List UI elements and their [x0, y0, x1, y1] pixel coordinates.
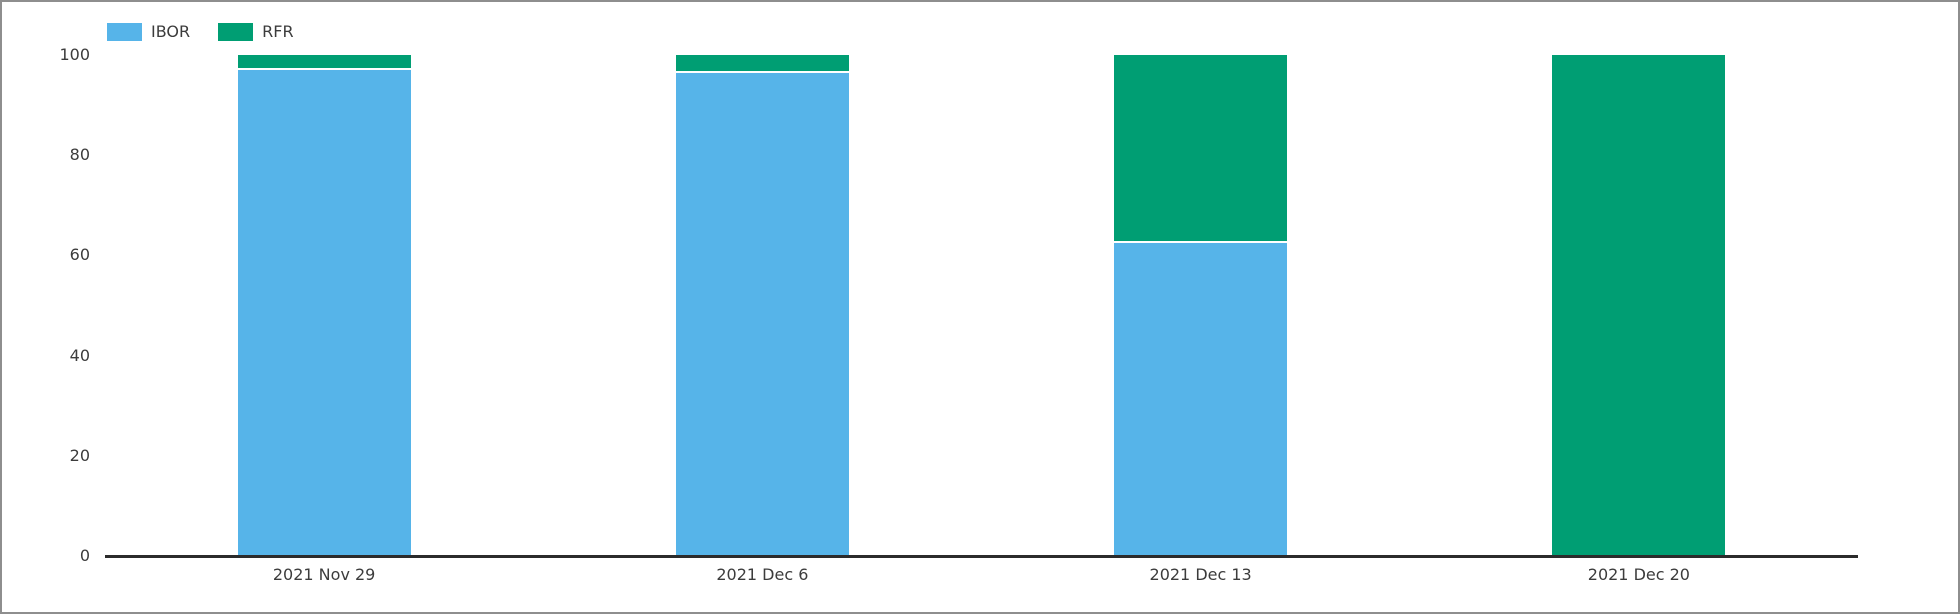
y-tick-label-40: 40 — [69, 345, 90, 365]
legend-item-rfr[interactable]: RFR — [218, 22, 294, 41]
bar-segment-ibor-2[interactable] — [675, 72, 849, 556]
legend-item-ibor[interactable]: IBOR — [107, 23, 190, 41]
bar-segment-rfr-4[interactable] — [1552, 55, 1726, 556]
bar-2021-dec-6[interactable] — [675, 55, 849, 556]
bar-segment-rfr-3[interactable] — [1114, 55, 1288, 243]
y-tick-label-100: 100 — [59, 45, 90, 64]
y-tick-label-80: 80 — [69, 145, 90, 165]
legend-swatch-ibor — [107, 23, 142, 41]
bar-2021-nov-29[interactable] — [237, 55, 411, 556]
x-axis-line — [105, 555, 1858, 558]
y-tick-label-20: 20 — [69, 445, 90, 465]
bar-segment-ibor-1[interactable] — [237, 70, 411, 556]
bar-segment-rfr-2[interactable] — [675, 55, 849, 73]
legend-swatch-rfr — [218, 23, 254, 41]
bar-2021-dec-13[interactable] — [1114, 55, 1288, 556]
legend-label: RFR — [262, 22, 294, 41]
bar-2021-dec-20[interactable] — [1552, 55, 1726, 556]
plot-area — [105, 55, 1858, 556]
legend: IBOR RFR — [107, 23, 294, 41]
x-tick-label-2: 2021 Dec 6 — [716, 565, 809, 584]
x-tick-label-4: 2021 Dec 20 — [1587, 565, 1690, 584]
y-tick-label-60: 60 — [69, 245, 90, 265]
x-tick-label-1: 2021 Nov 29 — [272, 565, 376, 584]
bar-segment-ibor-3[interactable] — [1114, 242, 1288, 556]
legend-label: IBOR — [151, 22, 191, 41]
y-tick-label-0: 0 — [79, 546, 90, 565]
x-tick-label-3: 2021 Dec 13 — [1149, 565, 1252, 584]
bar-segment-rfr-1[interactable] — [237, 55, 411, 71]
